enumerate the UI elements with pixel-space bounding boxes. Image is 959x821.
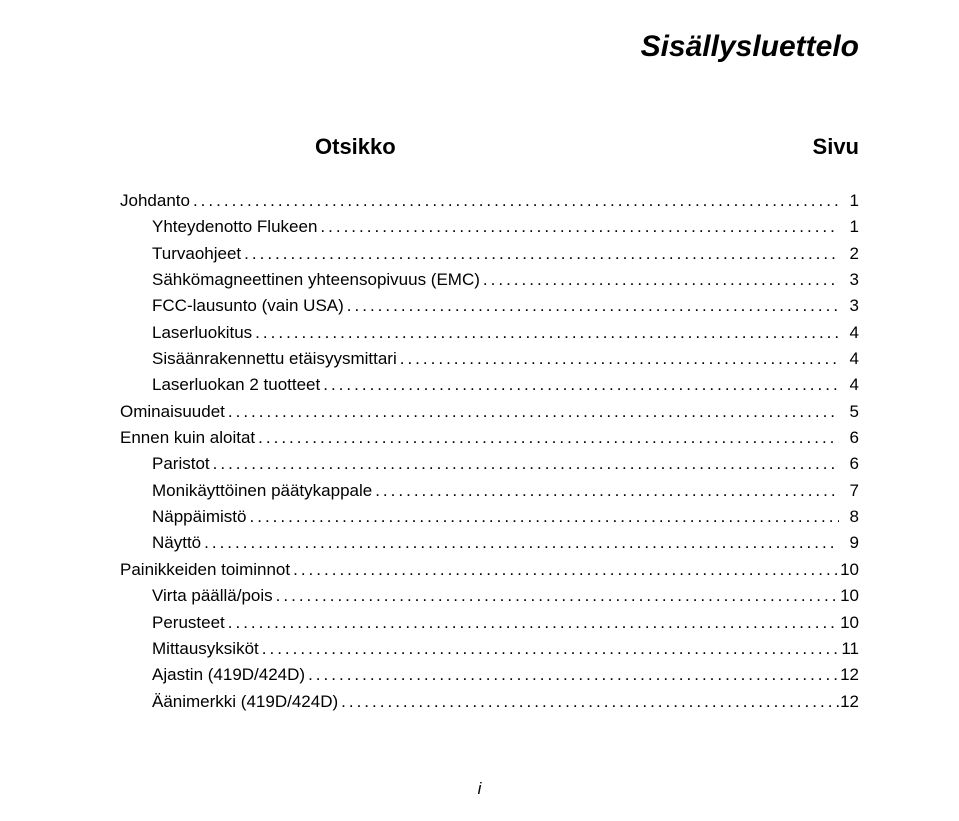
toc-row: Paristot 6 [120, 451, 869, 477]
toc-entry-label: FCC-lausunto (vain USA) [152, 293, 344, 319]
toc-entry-page: 3 [839, 293, 869, 319]
toc-entry-label: Painikkeiden toiminnot [120, 557, 290, 583]
page-title: Sisällysluettelo [120, 30, 869, 64]
toc-row: Johdanto 1 [120, 188, 869, 214]
toc-row: FCC-lausunto (vain USA) 3 [120, 293, 869, 319]
toc-entry-label: Näppäimistö [152, 504, 247, 530]
toc-row: Laserluokitus 4 [120, 320, 869, 346]
toc-leader-dots [259, 636, 839, 662]
toc-entry-page: 4 [839, 320, 869, 346]
toc-leader-dots [273, 583, 839, 609]
header-label-sivu: Sivu [813, 134, 869, 160]
page-number-footer: i [0, 779, 959, 799]
toc-list: Johdanto1Yhteydenotto Flukeen1Turvaohjee… [120, 188, 869, 715]
toc-entry-label: Äänimerkki (419D/424D) [152, 689, 338, 715]
toc-leader-dots [247, 504, 840, 530]
toc-entry-page: 5 [839, 399, 869, 425]
toc-entry-page: 1 [839, 188, 869, 214]
toc-row: Perusteet 10 [120, 610, 869, 636]
toc-row: Ennen kuin aloitat 6 [120, 425, 869, 451]
toc-leader-dots [480, 267, 839, 293]
toc-leader-dots [320, 372, 839, 398]
toc-entry-page: 4 [839, 346, 869, 372]
toc-entry-page: 12 [839, 689, 869, 715]
toc-leader-dots [225, 399, 839, 425]
toc-entry-page: 4 [839, 372, 869, 398]
toc-entry-label: Laserluokitus [152, 320, 252, 346]
toc-entry-label: Ajastin (419D/424D) [152, 662, 305, 688]
toc-entry-page: 10 [839, 583, 869, 609]
toc-entry-page: 1 [839, 214, 869, 240]
toc-entry-page: 6 [839, 425, 869, 451]
toc-entry-label: Ominaisuudet [120, 399, 225, 425]
toc-row: Ominaisuudet 5 [120, 399, 869, 425]
toc-row: Turvaohjeet 2 [120, 241, 869, 267]
toc-entry-page: 2 [839, 241, 869, 267]
toc-leader-dots [397, 346, 839, 372]
toc-entry-label: Virta päällä/pois [152, 583, 273, 609]
toc-row: Sähkömagneettinen yhteensopivuus (EMC) 3 [120, 267, 869, 293]
toc-entry-label: Ennen kuin aloitat [120, 425, 255, 451]
toc-entry-page: 12 [839, 662, 869, 688]
toc-row: Ajastin (419D/424D) 12 [120, 662, 869, 688]
toc-entry-label: Yhteydenotto Flukeen [152, 214, 317, 240]
toc-entry-page: 10 [839, 557, 869, 583]
toc-row: Äänimerkki (419D/424D) 12 [120, 689, 869, 715]
toc-leader-dots [225, 610, 839, 636]
toc-entry-label: Laserluokan 2 tuotteet [152, 372, 320, 398]
toc-row: Virta päällä/pois 10 [120, 583, 869, 609]
toc-leader-dots [210, 451, 839, 477]
toc-entry-page: 3 [839, 267, 869, 293]
toc-leader-dots [317, 214, 839, 240]
toc-entry-label: Sähkömagneettinen yhteensopivuus (EMC) [152, 267, 480, 293]
toc-leader-dots [241, 241, 839, 267]
toc-entry-label: Näyttö [152, 530, 201, 556]
toc-row: Monikäyttöinen päätykappale 7 [120, 478, 869, 504]
toc-header: Otsikko Sivu [120, 134, 869, 160]
toc-entry-label: Perusteet [152, 610, 225, 636]
toc-entry-label: Johdanto [120, 188, 190, 214]
toc-row: Näppäimistö 8 [120, 504, 869, 530]
toc-leader-dots [344, 293, 839, 319]
toc-leader-dots [201, 530, 839, 556]
toc-entry-page: 6 [839, 451, 869, 477]
toc-leader-dots [190, 188, 839, 214]
toc-entry-label: Paristot [152, 451, 210, 477]
toc-row: Sisäänrakennettu etäisyysmittari 4 [120, 346, 869, 372]
toc-entry-page: 11 [839, 636, 869, 662]
toc-entry-page: 7 [839, 478, 869, 504]
toc-row: Painikkeiden toiminnot 10 [120, 557, 869, 583]
toc-row: Näyttö 9 [120, 530, 869, 556]
toc-entry-page: 9 [839, 530, 869, 556]
toc-row: Yhteydenotto Flukeen 1 [120, 214, 869, 240]
toc-leader-dots [252, 320, 839, 346]
toc-leader-dots [338, 689, 839, 715]
toc-row: Mittausyksiköt 11 [120, 636, 869, 662]
header-label-otsikko: Otsikko [315, 134, 396, 160]
toc-row: Laserluokan 2 tuotteet 4 [120, 372, 869, 398]
toc-leader-dots [255, 425, 839, 451]
toc-entry-label: Mittausyksiköt [152, 636, 259, 662]
toc-entry-page: 10 [839, 610, 869, 636]
toc-entry-page: 8 [839, 504, 869, 530]
toc-leader-dots [372, 478, 839, 504]
toc-entry-label: Monikäyttöinen päätykappale [152, 478, 372, 504]
toc-entry-label: Sisäänrakennettu etäisyysmittari [152, 346, 397, 372]
toc-entry-label: Turvaohjeet [152, 241, 241, 267]
toc-leader-dots [290, 557, 839, 583]
toc-leader-dots [305, 662, 839, 688]
